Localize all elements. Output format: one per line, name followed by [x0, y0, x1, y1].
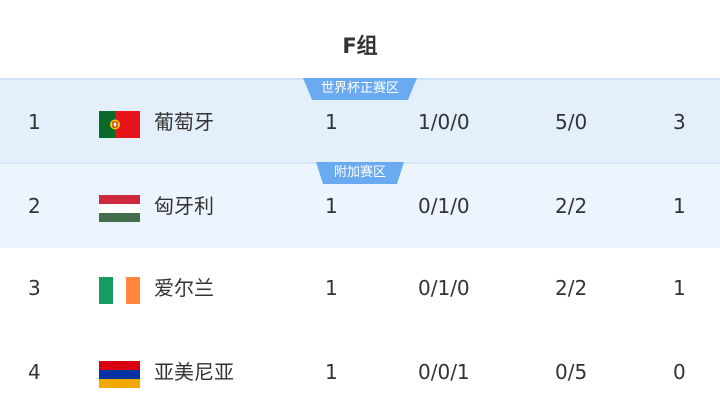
points: 1 [673, 276, 686, 300]
table-row[interactable]: 附加赛区 2 匈牙利 1 0/1/0 2/2 1 [0, 162, 720, 248]
played: 1 [325, 194, 338, 218]
goals: 5/0 [555, 110, 588, 134]
played: 1 [325, 110, 338, 134]
played: 1 [325, 276, 338, 300]
table-row[interactable]: 4 亚美尼亚 1 0/0/1 0/5 0 [0, 330, 720, 414]
goals: 2/2 [555, 276, 588, 300]
win-draw-loss: 0/1/0 [418, 194, 470, 218]
armenia-flag-icon [99, 361, 140, 388]
points: 3 [673, 110, 686, 134]
team-name: 亚美尼亚 [154, 360, 234, 384]
points: 0 [673, 360, 686, 384]
team-name: 葡萄牙 [154, 110, 214, 134]
goals: 2/2 [555, 194, 588, 218]
played: 1 [325, 360, 338, 384]
win-draw-loss: 1/0/0 [418, 110, 470, 134]
win-draw-loss: 0/0/1 [418, 360, 470, 384]
portugal-flag-icon [99, 111, 140, 138]
goals: 0/5 [555, 360, 588, 384]
ireland-flag-icon [99, 277, 140, 304]
hungary-flag-icon [99, 195, 140, 222]
points: 1 [673, 194, 686, 218]
team-name: 匈牙利 [154, 194, 214, 218]
rank: 2 [28, 194, 41, 218]
rank: 4 [28, 360, 41, 384]
group-title: F组 [342, 34, 378, 58]
win-draw-loss: 0/1/0 [418, 276, 470, 300]
table-row[interactable]: 3 爱尔兰 1 0/1/0 2/2 1 [0, 246, 720, 330]
rank: 1 [28, 110, 41, 134]
zone-badge: 世界杯正赛区 [302, 78, 418, 100]
rank: 3 [28, 276, 41, 300]
zone-badge: 附加赛区 [315, 162, 405, 184]
team-name: 爱尔兰 [154, 276, 214, 300]
table-row[interactable]: 世界杯正赛区 1 葡萄牙 1 1/0/0 5/0 3 [0, 78, 720, 164]
